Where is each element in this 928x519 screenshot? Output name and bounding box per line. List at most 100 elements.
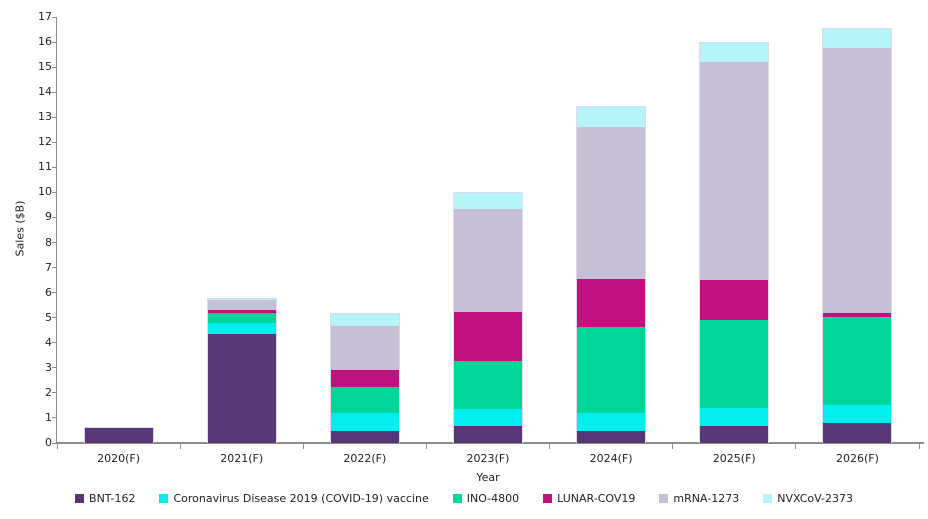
y-axis-tick — [52, 317, 56, 319]
bar-segment-bnt-162 — [700, 425, 769, 443]
bar-segment-mrna-1273 — [823, 47, 892, 313]
y-tick-label: 14 — [38, 85, 52, 99]
y-axis-tick — [52, 16, 56, 18]
y-axis-tick — [52, 116, 56, 118]
x-axis-title: Year — [476, 471, 500, 484]
bar-segment-nvxcov-2373 — [823, 29, 892, 48]
bar-segment-bnt-162 — [84, 428, 153, 443]
x-axis-labels: 2020(F) 2021(F) 2022(F) 2023(F) 2024(F) 2025(… — [57, 452, 919, 466]
bar-2022F — [329, 313, 400, 443]
y-tick-label: 1 — [45, 410, 52, 424]
y-tick-label: 8 — [45, 235, 52, 249]
bar-segment-lunar-cov19 — [700, 280, 769, 321]
y-axis-tick — [52, 66, 56, 68]
y-tick-label: 4 — [45, 335, 52, 349]
y-tick-label: 5 — [45, 310, 52, 324]
bar-segment-mrna-1273 — [700, 61, 769, 281]
y-tick-label: 11 — [38, 160, 52, 174]
bar-segment-coronavirus — [577, 413, 646, 431]
bar-segment-bnt-162 — [577, 430, 646, 443]
bar-segment-bnt-162 — [823, 422, 892, 443]
x-axis-tick — [179, 444, 181, 449]
bar-segment-ino-4800 — [577, 326, 646, 414]
y-tick-label: 13 — [38, 110, 52, 124]
legend-label: INO-4800 — [466, 492, 520, 505]
y-axis-tick — [52, 367, 56, 369]
y-axis-tick — [52, 342, 56, 344]
x-tick-label: 2022(F) — [343, 452, 387, 465]
bar-segment-ino-4800 — [700, 320, 769, 408]
legend-label: Coronavirus Disease 2019 (COVID-19) vacc… — [173, 492, 429, 505]
bar-2020F — [83, 427, 154, 443]
legend-swatch-icon — [75, 494, 85, 503]
y-axis-title: Sales ($B) — [13, 200, 27, 257]
bar-segment-nvxcov-2373 — [454, 192, 522, 210]
y-axis-line — [56, 17, 57, 444]
x-tick-label: 2021(F) — [220, 452, 264, 465]
legend-label: BNT-162 — [89, 492, 136, 505]
bar-segment-coronavirus — [454, 409, 522, 426]
y-axis-tick — [52, 91, 56, 93]
y-axis-tick — [52, 417, 56, 419]
bar-segment-lunar-cov19 — [330, 369, 399, 388]
bar-segment-ino-4800 — [454, 360, 522, 410]
x-tick-label: 2023(F) — [466, 452, 510, 465]
legend-item: Coronavirus Disease 2019 (COVID-19) vacc… — [159, 492, 429, 505]
x-tick-label: 2025(F) — [712, 452, 756, 465]
y-axis-tick — [52, 267, 56, 269]
legend-swatch-icon — [543, 494, 553, 503]
y-tick-label: 12 — [38, 135, 52, 149]
bar-2021F — [206, 298, 277, 443]
legend-item: mRNA-1273 — [659, 492, 739, 505]
y-axis-tick — [52, 242, 56, 244]
x-axis-tick — [672, 444, 674, 449]
y-axis-tick — [52, 442, 56, 444]
y-axis-tick — [52, 41, 56, 43]
x-tick-label: 2020(F) — [97, 452, 141, 465]
bar-segment-mrna-1273 — [330, 326, 399, 370]
y-axis-tick — [52, 191, 56, 193]
y-tick-label: 0 — [45, 436, 52, 449]
x-axis-tick — [56, 444, 58, 449]
y-tick-label: 15 — [38, 60, 52, 74]
chart-legend: BNT-162 Coronavirus Disease 2019 (COVID-1… — [0, 492, 928, 505]
bar-2023F — [453, 192, 523, 443]
bar-segment-mrna-1273 — [207, 300, 276, 311]
y-axis-tick — [52, 292, 56, 294]
bar-segment-ino-4800 — [330, 387, 399, 414]
bar-segment-mrna-1273 — [454, 209, 522, 312]
x-axis-tick — [425, 444, 427, 449]
bar-2026F — [822, 28, 893, 443]
bar-segment-bnt-162 — [330, 430, 399, 443]
legend-item: LUNAR-COV19 — [543, 492, 635, 505]
bar-segment-ino-4800 — [823, 316, 892, 406]
y-tick-label: 10 — [38, 185, 52, 199]
bar-segment-bnt-162 — [207, 333, 276, 443]
bar-segment-coronavirus — [700, 408, 769, 426]
bar-segment-coronavirus — [330, 413, 399, 431]
legend-item: BNT-162 — [75, 492, 135, 505]
y-tick-label: 16 — [38, 35, 52, 49]
bar-segment-lunar-cov19 — [577, 279, 646, 327]
y-axis-tick — [52, 392, 56, 394]
y-tick-label: 17 — [38, 10, 52, 23]
x-axis-line — [56, 442, 924, 444]
legend-swatch-icon — [763, 494, 773, 503]
bar-segment-lunar-cov19 — [207, 310, 276, 313]
y-tick-label: 2 — [45, 385, 52, 399]
bar-segment-coronavirus — [823, 405, 892, 423]
x-axis-tick — [795, 444, 797, 449]
legend-swatch-icon — [452, 494, 462, 503]
bar-segment-coronavirus — [207, 322, 276, 334]
legend-item: NVXCoV-2373 — [763, 492, 853, 505]
y-tick-label: 7 — [45, 260, 52, 274]
bar-segment-mrna-1273 — [577, 126, 646, 280]
x-axis-tick — [918, 444, 920, 449]
bar-segment-lunar-cov19 — [823, 312, 892, 317]
y-axis-tick — [52, 166, 56, 168]
bar-segment-ino-4800 — [207, 312, 276, 323]
legend-label: mRNA-1273 — [673, 492, 740, 505]
y-tick-label: 6 — [45, 285, 52, 299]
x-axis-tick — [302, 444, 304, 449]
y-tick-label: 9 — [45, 210, 52, 224]
